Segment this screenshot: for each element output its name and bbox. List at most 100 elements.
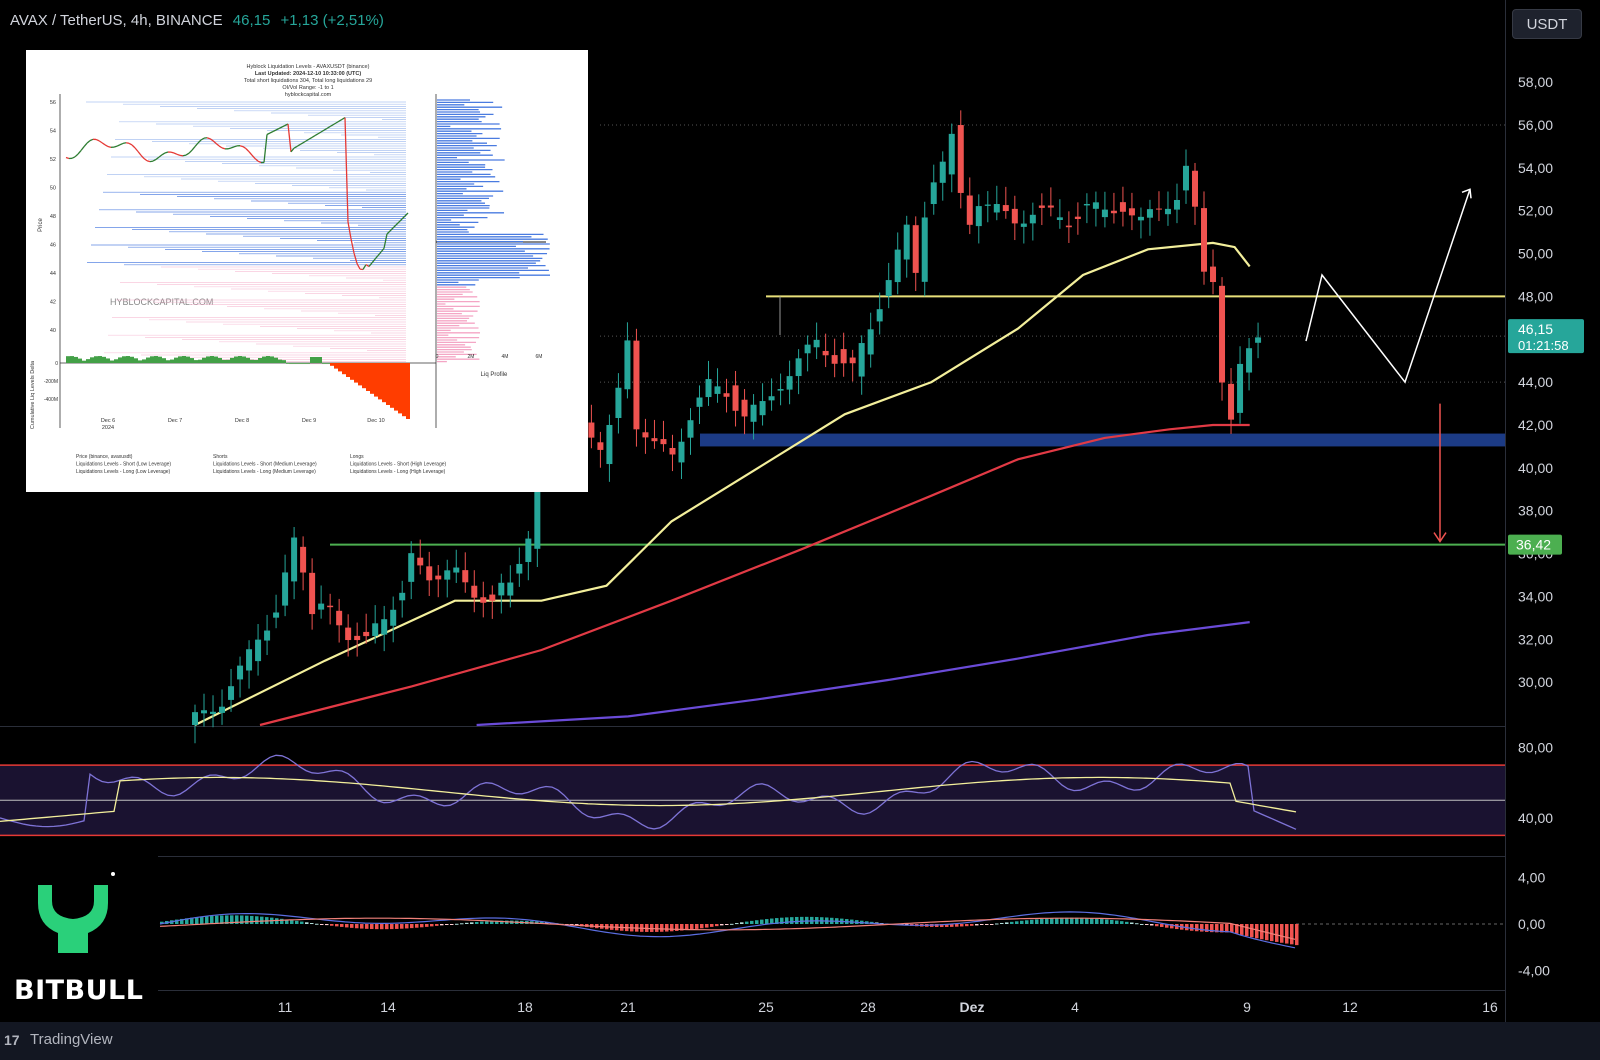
main-chart[interactable]: 58,0056,0054,0052,0050,0048,0046,0044,00… [0,0,1600,1022]
candle-body [345,627,352,641]
candle [651,419,658,449]
price-axis-tick: 40,00 [1518,460,1553,476]
candle [273,594,280,629]
projection-up-path [1305,189,1471,384]
candle-body [759,401,766,416]
price-axis-tick: 34,00 [1518,588,1553,604]
currency-button[interactable]: USDT [1512,9,1582,39]
inset-delta-bar [242,356,246,363]
candle [1011,195,1018,241]
candle-body [282,572,289,606]
inset-price-segment [323,127,328,131]
candle [696,385,703,425]
macd-histogram-bar [235,915,239,924]
macd-histogram-bar [1020,920,1024,924]
inset-delta-bar [394,363,398,411]
inset-ytick: 56 [50,100,56,106]
inset-ytick: 46 [50,243,56,249]
macd-histogram-bar [985,924,989,925]
candle [939,151,946,201]
footer-bar: 17 TradingView [0,1022,1600,1060]
candle-body [246,649,253,671]
inset-delta-bar [254,360,258,363]
macd-histogram-bar [290,920,294,924]
candle [588,404,595,449]
candle [705,360,712,406]
candle [1092,191,1099,227]
inset-delta-bar [218,357,222,363]
candle [1201,191,1208,285]
target-price-badge-bg [1508,534,1562,555]
inset-price-segment [131,144,136,149]
last-price: 46,15 [232,12,271,29]
candle-body [939,161,946,183]
candle [1219,277,1226,401]
time-axis-tick: 12 [1342,999,1358,1015]
macd-histogram-bar [245,915,249,924]
candle-body [786,376,793,390]
candle-body [264,630,271,641]
inset-delta-bar [362,363,366,389]
macd-histogram-bar [1055,918,1059,924]
macd-histogram-bar [1140,923,1144,925]
bitbull-logo: BITBULL [0,855,158,1020]
macd-histogram-bar [730,923,734,925]
candle-body [1119,202,1126,212]
inset-delta-bar [70,356,74,363]
inset-price-segment [200,137,205,141]
macd-histogram-bar [995,923,999,925]
inset-delta-bar [66,356,70,363]
candle [957,110,964,209]
macd-histogram-bar [735,923,739,925]
macd-histogram-bar [345,924,349,928]
inset-profile-tick: 6M [536,354,543,360]
candle-body [507,582,514,596]
candle-body [1065,225,1072,228]
candle [1074,202,1081,235]
macd-histogram-bar [370,924,374,930]
candle-body [723,393,730,397]
inset-delta-bar [298,363,302,364]
inset-price-segment [230,146,235,149]
macd-histogram-bar [1025,920,1029,924]
inset-price-segment [332,122,337,126]
tradingview-brand[interactable]: TradingView [30,1031,113,1048]
price-axis-tick: 38,00 [1518,503,1553,519]
candle-body [1074,216,1081,219]
inset-price-segment [365,264,370,267]
candle-body [363,631,370,637]
price-axis-border [1505,0,1506,1022]
macd-histogram-bar [705,924,709,928]
inset-price-segment [245,148,250,153]
ma-slow-line [259,423,1250,727]
candle-body [1155,208,1162,210]
inset-price-segment [119,142,124,146]
candle-body [444,570,451,580]
inset-delta-bar [338,363,342,372]
inset-xtick: Dec 7 [168,418,182,424]
candle-body [255,639,262,662]
inset-price-segment [311,135,316,138]
rsi-line [0,754,1297,830]
time-axis-tick: 4 [1071,999,1079,1015]
price-axis-tick: 54,00 [1518,160,1553,176]
inset-price-segment [77,150,82,155]
macd-histogram-bar [1105,919,1109,924]
candle-body [273,612,280,618]
inset-delta-bar [126,356,130,363]
inset-price-segment [329,124,334,128]
inset-delta-bar [174,357,178,363]
candle [345,614,352,657]
macd-histogram-bar [205,916,209,924]
candle-body [1164,208,1171,215]
inset-delta-bar [314,357,318,363]
macd-histogram-bar [465,922,469,924]
macd-histogram-bar [420,924,424,928]
price-axis-tick: 50,00 [1518,246,1553,262]
inset-price-segment [263,134,268,163]
candle [507,565,514,608]
price-axis-tick: 30,00 [1518,674,1553,690]
candle-body [480,597,487,603]
pane-divider [0,726,1505,727]
inset-legend-item: Longs [350,454,364,460]
